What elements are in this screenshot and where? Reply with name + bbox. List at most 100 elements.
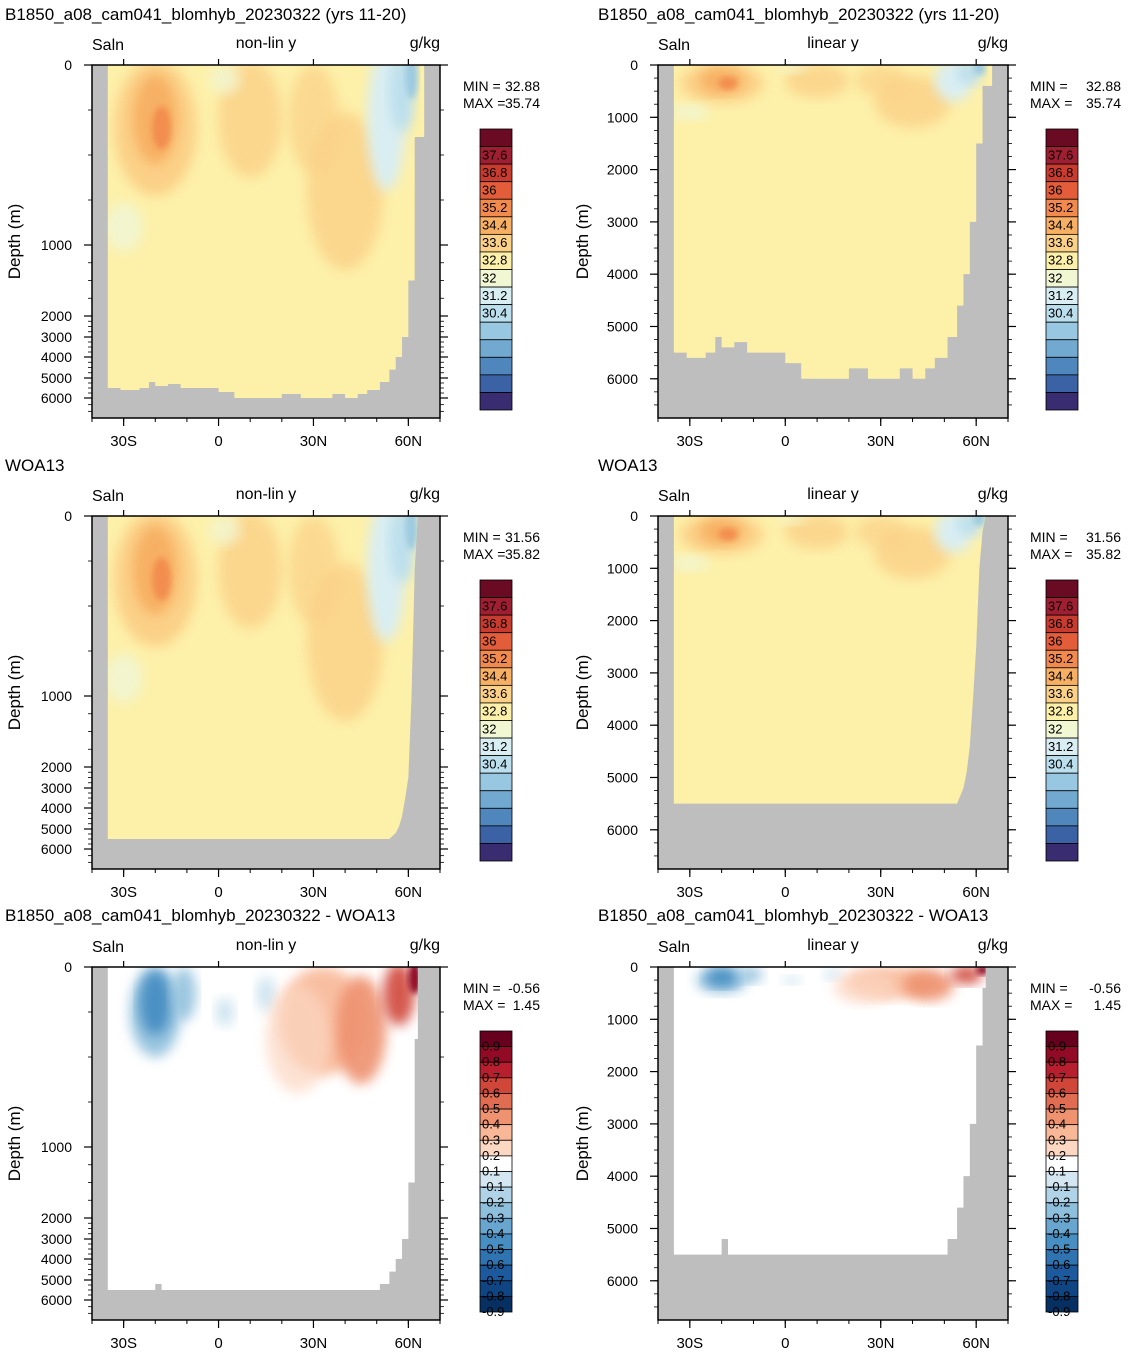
field-layer [92, 516, 440, 869]
y-tick-label: 4000 [607, 266, 638, 282]
colorbar-tick-label: 32 [1048, 721, 1062, 736]
colorbar-tick-label: -0.8 [482, 1288, 504, 1303]
colorbar-swatch [479, 790, 513, 809]
x-tick-label: 0 [781, 884, 789, 901]
scale-label: non-lin y [236, 486, 296, 503]
colorbar-tick-label: 36.8 [1048, 165, 1073, 180]
chart-panel: B1850_a08_cam041_blomhyb_20230322 - WOA1… [5, 906, 540, 1352]
colorbar-tick-label: 0.4 [1048, 1117, 1066, 1132]
plot-frame [657, 64, 1009, 419]
colorbar-swatch [1045, 790, 1079, 809]
colorbar-tick-label: 37.6 [482, 598, 507, 613]
colorbar-tick-label: -0.4 [1048, 1226, 1070, 1241]
colorbar-tick-label: 0.2 [1048, 1148, 1066, 1163]
units-label: g/kg [978, 35, 1008, 52]
contour-region [718, 77, 738, 90]
colorbar-tick-label: -0.3 [1048, 1210, 1070, 1225]
colorbar-tick-label: -0.1 [482, 1179, 504, 1194]
contour-region [718, 528, 738, 541]
y-tick-label: 4000 [41, 1251, 72, 1267]
contour-region [307, 562, 384, 722]
colorbar-swatch [1045, 356, 1079, 376]
colorbar-tick-label: 35.2 [482, 651, 507, 666]
chart-panel: B1850_a08_cam041_blomhyb_20230322 (yrs 1… [5, 5, 540, 450]
x-tick-label: 30N [867, 884, 895, 901]
variable-label: Saln [658, 939, 690, 956]
colorbar-tick-label: 31.2 [1048, 288, 1073, 303]
colorbar-tick-label: 0.5 [482, 1101, 500, 1116]
colorbar-tick-label: -0.3 [482, 1210, 504, 1225]
colorbar-swatch [479, 825, 513, 844]
y-tick-label: 1000 [607, 560, 638, 576]
x-tick-label: 30S [110, 1335, 137, 1352]
colorbar-tick-label: -0.8 [1048, 1288, 1070, 1303]
colorbar-swatch [1045, 825, 1079, 844]
contour-region [218, 65, 282, 178]
x-tick-label: 30S [676, 1335, 703, 1352]
y-tick-label: 5000 [41, 370, 72, 386]
max-value: 1.45 [1094, 997, 1121, 1013]
scale-label: linear y [807, 35, 859, 52]
y-tick-label: 5000 [607, 1220, 638, 1236]
land-mask [92, 516, 440, 869]
contour-region [256, 976, 276, 1012]
contour-region [215, 997, 235, 1027]
colorbar-tick-label: 33.6 [482, 686, 507, 701]
contour-region [823, 969, 843, 981]
contour-region [670, 104, 709, 120]
y-tick-label: 2000 [41, 308, 72, 324]
min-label: MIN = [463, 980, 501, 996]
contour-region [782, 975, 802, 985]
colorbar-swatch [1045, 321, 1079, 341]
colorbar-tick-label: 36 [482, 633, 496, 648]
y-tick-label: 4000 [41, 349, 72, 365]
plot-frame [657, 515, 1009, 870]
contour-region [405, 516, 418, 551]
colorbar-tick-label: 30.4 [1048, 305, 1073, 320]
min-label: MIN = [1030, 980, 1068, 996]
y-axis-label: Depth (m) [5, 204, 24, 280]
y-tick-label: 3000 [41, 780, 72, 796]
contour-region [775, 65, 808, 74]
colorbar-tick-label: 31.2 [482, 739, 507, 754]
colorbar-swatch [479, 807, 513, 827]
colorbar-swatch [479, 321, 513, 341]
min-label: MIN = [463, 529, 501, 545]
y-tick-label: 4000 [607, 717, 638, 733]
colorbar-tick-label: 37.6 [1048, 147, 1073, 162]
x-tick-label: 60N [962, 884, 990, 901]
min-value: -0.56 [508, 980, 540, 996]
colorbar-tick-label: 32 [1048, 270, 1062, 285]
field-layer [658, 967, 1008, 1320]
min-value: 31.56 [1086, 529, 1121, 545]
max-value: 1.45 [513, 997, 540, 1013]
y-tick-label: 4000 [41, 800, 72, 816]
max-label: MAX = [1030, 95, 1072, 111]
y-tick-label: 0 [630, 57, 638, 73]
contour-region [670, 555, 709, 571]
land-mask [92, 967, 440, 1320]
contour-region [950, 967, 983, 984]
min-value: -0.56 [1089, 980, 1121, 996]
scale-label: non-lin y [236, 937, 296, 954]
colorbar-tick-label: 0.3 [482, 1132, 500, 1147]
y-tick-label: 5000 [607, 769, 638, 785]
max-value: 35.82 [505, 546, 540, 562]
colorbar-swatch [1045, 374, 1079, 393]
max-value: 35.82 [1086, 546, 1121, 562]
colorbar-tick-label: 0.9 [482, 1039, 500, 1054]
colorbar-tick-label: 34.4 [482, 669, 507, 684]
y-tick-label: 3000 [607, 1116, 638, 1132]
max-label: MAX = [1030, 997, 1072, 1013]
variable-label: Saln [92, 939, 124, 956]
colorbar-tick-label: 33.6 [482, 235, 507, 250]
colorbar-tick-label: 35.2 [482, 200, 507, 215]
x-tick-label: 0 [781, 1335, 789, 1352]
x-tick-label: 0 [214, 884, 222, 901]
min-value: 32.88 [505, 78, 540, 94]
colorbar-tick-label: 0.3 [1048, 1132, 1066, 1147]
plot-frame [91, 515, 441, 870]
land-mask [92, 65, 440, 418]
